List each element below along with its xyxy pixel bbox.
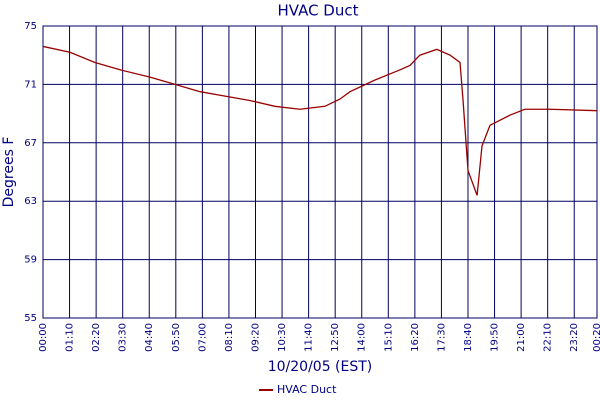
y-tick-label: 67 [24, 138, 37, 149]
x-tick-label: 08:10 [224, 323, 235, 352]
x-tick-label: 14:00 [357, 323, 368, 352]
x-tick-label: 17:30 [436, 323, 447, 352]
y-tick-label: 63 [24, 196, 37, 207]
x-tick-label: 07:00 [197, 323, 208, 352]
x-tick-label: 02:20 [91, 323, 102, 352]
x-tick-label: 22:10 [543, 323, 554, 352]
chart-title: HVAC Duct [277, 2, 358, 20]
y-tick-label: 75 [24, 21, 37, 32]
x-tick-label: 03:30 [118, 323, 129, 352]
x-axis-label: 10/20/05 (EST) [268, 359, 373, 375]
x-tick-label: 21:00 [516, 323, 527, 352]
x-tick-label: 00:20 [592, 323, 600, 352]
x-tick-label: 04:40 [144, 323, 155, 352]
x-tick-label: 18:40 [463, 323, 474, 352]
y-tick-label: 55 [24, 313, 37, 324]
x-tick-label: 19:50 [490, 323, 501, 352]
x-tick-label: 15:10 [383, 323, 394, 352]
x-tick-label: 01:10 [65, 323, 76, 352]
y-tick-label: 59 [24, 255, 37, 266]
x-tick-label: 11:40 [304, 323, 315, 352]
legend-label: HVAC Duct [277, 383, 337, 396]
x-tick-label: 23:20 [569, 323, 580, 352]
x-tick-label: 12:50 [330, 323, 341, 352]
x-tick-label: 05:50 [171, 323, 182, 352]
y-axis-label: Degrees F [1, 137, 17, 208]
x-tick-label: 16:20 [410, 323, 421, 352]
plot-area [42, 25, 598, 319]
y-tick-label: 71 [24, 79, 37, 90]
data-line [42, 45, 598, 196]
x-tick-label: 00:00 [38, 323, 49, 352]
x-tick-label: 10:30 [277, 323, 288, 352]
x-tick-label: 09:20 [250, 323, 261, 352]
